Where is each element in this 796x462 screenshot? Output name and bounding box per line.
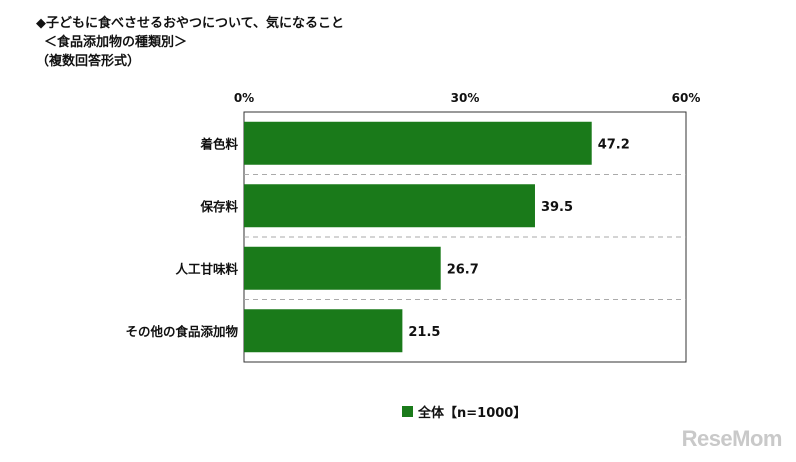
data-label: 26.7 — [447, 262, 479, 277]
chart-title: ◆子どもに食べさせるおやつについて、気になること — [36, 16, 344, 31]
watermark-logo: ReseMom — [681, 426, 783, 451]
category-label: その他の食品添加物 — [125, 324, 238, 339]
legend: 全体【n=1000】 — [402, 402, 526, 421]
data-label: 47.2 — [598, 137, 630, 152]
category-label: 保存料 — [199, 199, 238, 214]
bar — [244, 246, 441, 290]
x-tick-label: 0% — [234, 91, 254, 105]
chart-note: （複数回答形式） — [36, 54, 141, 69]
category-label: 着色料 — [199, 136, 238, 151]
bar — [244, 309, 403, 353]
bar — [244, 184, 535, 228]
data-label: 21.5 — [408, 325, 440, 340]
category-label: 人工甘味料 — [175, 261, 238, 276]
chart-title-block: ◆子どもに食べさせるおやつについて、気になること ＜食品添加物の種類別＞ （複数… — [36, 14, 344, 71]
chart-subtitle: ＜食品添加物の種類別＞ — [44, 35, 188, 50]
data-label: 39.5 — [541, 200, 573, 215]
legend-label: 全体【n=1000】 — [418, 406, 527, 421]
bar — [244, 121, 592, 165]
legend-swatch — [402, 406, 413, 417]
x-tick-label: 30% — [451, 91, 480, 105]
x-tick-label: 60% — [672, 91, 701, 105]
